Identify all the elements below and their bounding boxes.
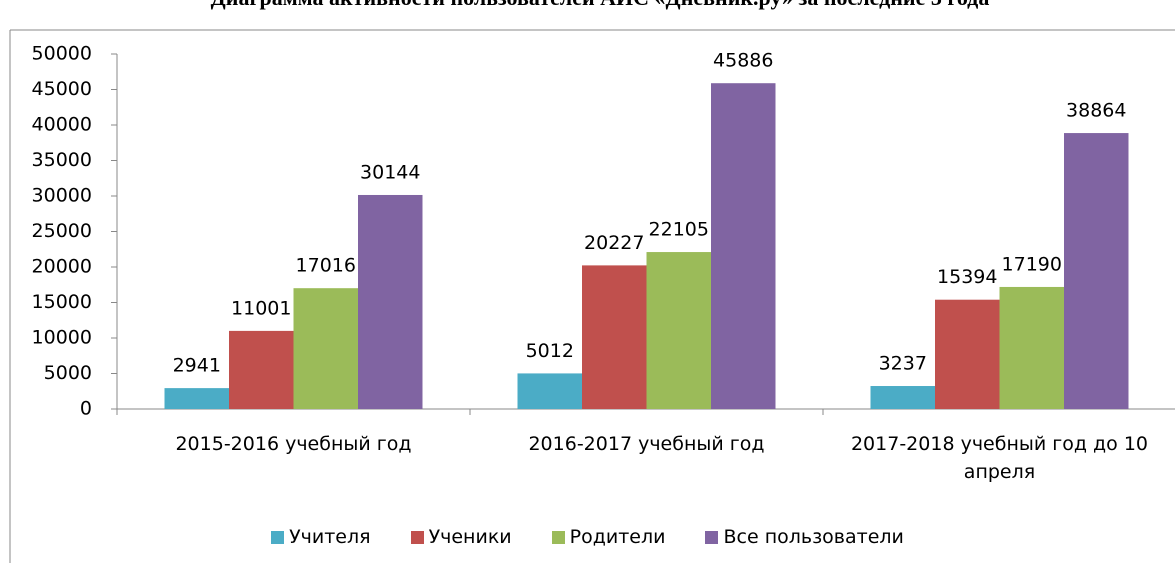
- y-tick-label: 0: [80, 398, 92, 420]
- bar: [358, 194, 423, 409]
- y-tick-label: 40000: [32, 114, 92, 136]
- value-label: 45886: [713, 50, 773, 72]
- legend-item: Все пользователи: [705, 526, 904, 548]
- y-tick-label: 45000: [32, 78, 92, 100]
- legend-item: Учителя: [271, 526, 371, 548]
- value-label: 30144: [360, 161, 420, 183]
- legend-swatch: [551, 530, 565, 544]
- value-label: 20227: [584, 232, 644, 254]
- bar: [646, 252, 711, 409]
- bar: [999, 286, 1064, 409]
- value-label: 17190: [1002, 253, 1062, 275]
- value-label: 17016: [296, 255, 356, 277]
- y-tick-label: 20000: [32, 256, 92, 278]
- legend: Учителя Ученики Родители Все пользователи: [0, 526, 1175, 548]
- legend-label: Родители: [569, 526, 666, 548]
- legend-swatch: [271, 530, 285, 544]
- bar: [582, 265, 647, 409]
- y-tick-label: 35000: [32, 149, 92, 171]
- y-tick-label: 5000: [44, 362, 92, 384]
- value-label: 22105: [649, 219, 709, 241]
- legend-label: Учителя: [289, 526, 371, 548]
- y-tick-label: 30000: [32, 185, 92, 207]
- value-label: 3237: [879, 353, 927, 375]
- x-tick-label: 2015-2016 учебный год: [175, 433, 412, 455]
- bar: [711, 83, 776, 409]
- x-tick-label: 2017-2018 учебный год до 10 апреля: [850, 433, 1149, 483]
- value-label: 38864: [1066, 100, 1126, 122]
- chart-title: Диаграмма активности пользователей АИС «…: [211, 0, 990, 10]
- value-label: 5012: [526, 340, 574, 362]
- y-tick-label: 25000: [32, 220, 92, 242]
- value-label: 11001: [231, 297, 291, 319]
- legend-item: Родители: [551, 526, 666, 548]
- legend-swatch: [410, 530, 424, 544]
- bar: [517, 373, 582, 409]
- bar: [293, 288, 358, 409]
- bar: [164, 388, 229, 409]
- bar: [1064, 133, 1129, 409]
- legend-swatch: [705, 530, 719, 544]
- x-tick-label: 2016-2017 учебный год: [528, 433, 765, 455]
- y-tick-label: 15000: [32, 291, 92, 313]
- legend-label: Все пользователи: [723, 526, 904, 548]
- y-tick-label: 50000: [32, 43, 92, 65]
- value-label: 2941: [173, 355, 221, 377]
- bar: [229, 330, 294, 409]
- bar: [870, 386, 935, 409]
- bar: [935, 299, 1000, 409]
- y-tick-label: 10000: [32, 327, 92, 349]
- legend-item: Ученики: [410, 526, 512, 548]
- value-label: 15394: [937, 266, 997, 288]
- legend-label: Ученики: [428, 526, 512, 548]
